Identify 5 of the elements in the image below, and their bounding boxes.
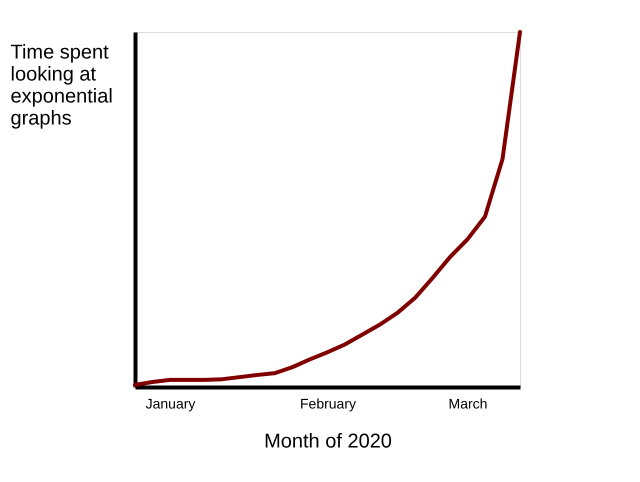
y-axis-title: Time spent looking at exponential graphs	[10, 42, 113, 130]
x-tick-label: January	[146, 396, 196, 412]
x-tick-label: February	[300, 396, 356, 412]
x-tick-label: March	[448, 396, 488, 412]
x-axis-title: Month of 2020	[264, 430, 392, 452]
